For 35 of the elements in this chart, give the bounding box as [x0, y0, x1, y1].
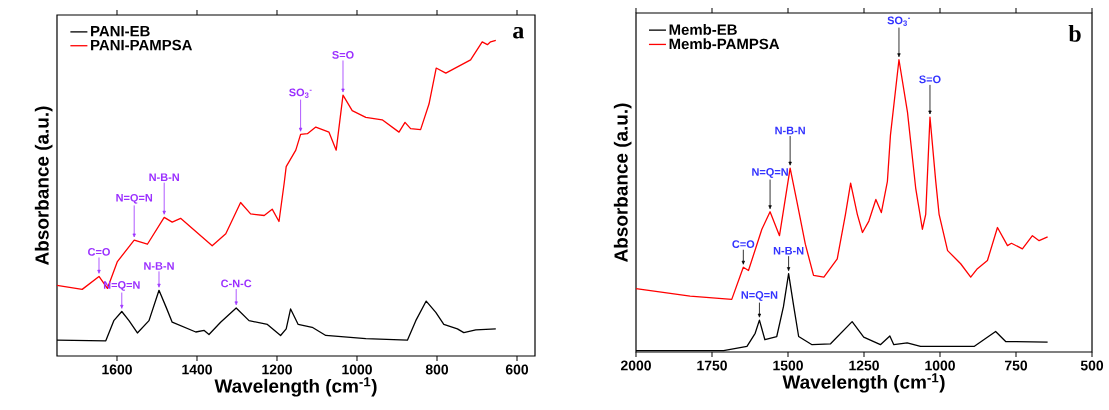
annotation: C=O [732, 240, 755, 249]
text: b [1068, 24, 1081, 42]
legend-label: PANI-EB [91, 26, 150, 37]
x-tick-label: 2000 [620, 360, 651, 371]
x-tick-label: 750 [1004, 360, 1028, 371]
legend-label: Memb-EB [669, 23, 737, 35]
x-tick-label: 1500 [773, 360, 803, 371]
x-tick-label: 1000 [342, 364, 372, 375]
x-tick-label: 500 [1080, 360, 1104, 371]
x-axis-title: Wavelength (cm$^{-1}$) [782, 373, 945, 393]
text: a [513, 27, 524, 39]
x-tick-label: 1750 [697, 360, 727, 371]
annotation: N-B-N [775, 126, 805, 135]
x-axis-title: Wavelength (cm$^{-1}$) [214, 377, 377, 397]
x-tick-label: 1600 [102, 364, 132, 375]
annotation: C-N-C [221, 279, 252, 288]
annotation: N-B-N [773, 246, 804, 255]
legend-label: PANI-PAMPSA [91, 39, 193, 51]
annotation: N-B-N [144, 262, 174, 270]
y-axis-title: Absorbance (a.u.) [34, 106, 53, 265]
annotation: N=Q=N [741, 291, 778, 301]
x-tick-label: 1400 [182, 364, 212, 375]
annotation: S=O [919, 75, 941, 84]
x-tick-label: 600 [505, 364, 529, 375]
annotation: S=O [332, 51, 354, 59]
annotation: N-B-N [149, 173, 179, 181]
x-tick-label: 1200 [262, 364, 292, 375]
annotation: C=O [88, 248, 110, 256]
x-tick-label: 800 [425, 364, 449, 375]
annotation: N=Q=N [116, 193, 153, 204]
x-tick-label: 1000 [925, 360, 955, 371]
y-axis-title: Absorbance (a.u.) [613, 103, 632, 262]
legend-label: Memb-PAMPSA [669, 38, 780, 50]
x-tick-label: 1250 [849, 360, 879, 371]
annotation: N=Q=N [752, 168, 788, 178]
